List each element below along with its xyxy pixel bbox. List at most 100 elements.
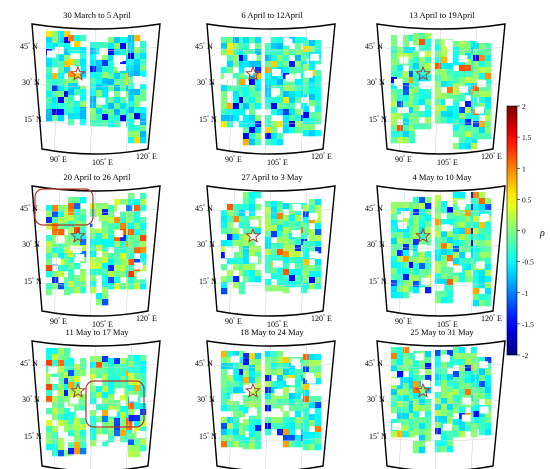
heatmap-cell [52,229,59,236]
heatmap-cell [473,294,480,301]
heatmap-cell [315,46,322,53]
heatmap-cell [425,197,432,204]
heatmap-cell [52,283,59,290]
heatmap-cell [46,354,53,361]
heatmap-cell [243,55,250,62]
heatmap-cell [441,39,448,46]
graticule [377,24,505,154]
heatmap-cell [233,363,240,370]
heatmap-cell [473,67,480,74]
heatmap-cell [239,375,246,382]
heatmap-cell [243,276,250,283]
heatmap-cell [114,241,121,248]
heatmap-cell [303,76,310,83]
heatmap-cell [441,392,448,399]
heatmap-cell [465,264,472,271]
heatmap-cell [419,417,426,424]
heatmap-cell [391,125,398,132]
missing-data [440,354,450,362]
heatmap-cell [391,220,398,227]
heatmap-cell [295,417,302,424]
heatmap-cell [473,405,480,412]
heatmap-cell [243,73,250,80]
heatmap-cell [52,253,59,260]
heatmap-cell [397,113,404,120]
heatmap-cell [465,143,472,150]
heatmap-cell [403,250,410,257]
heatmap-cell [277,243,284,250]
heatmap-cell [409,95,416,102]
y-tick-label: 45° N [20,359,38,368]
missing-data [399,56,409,64]
heatmap-cell [134,415,141,422]
heatmap-cell [425,239,432,246]
missing-data [136,430,146,438]
heatmap-cell [397,226,404,233]
heatmap-cell [96,257,103,264]
heatmap-cell [46,426,53,433]
heatmap-cell [255,246,262,253]
heatmap-cell [435,57,442,64]
heatmap-cell [58,205,65,212]
heatmap-cell [447,410,454,417]
heatmap-cell [249,270,256,277]
heatmap-cell [255,425,262,432]
heatmap-cell [265,261,272,268]
heatmap-cell [453,210,460,217]
heatmap-cell [277,103,284,110]
heatmap-cell [413,405,420,412]
heatmap-cell [283,221,290,228]
heatmap-cell [265,43,272,50]
heatmap-cell [249,359,256,366]
heatmap-cell [102,54,109,61]
heatmap-cell [58,79,65,86]
heatmap-cell [473,127,480,134]
heatmap-cell [435,75,442,82]
heatmap-cell [52,247,59,254]
heatmap-cell [303,217,310,224]
heatmap-cell [243,365,250,372]
heatmap-cell [453,383,460,390]
heatmap-cell [485,97,492,104]
heatmap-cell [80,245,87,252]
heatmap-cell [227,399,234,406]
heatmap-cell [447,285,454,292]
heatmap-cell [128,409,135,416]
heatmap-cell [473,417,480,424]
heatmap-cell [413,197,420,204]
heatmap-cell [485,103,492,110]
missing-data [92,378,102,386]
heatmap-cell [447,69,454,76]
heatmap-cell [441,243,448,250]
heatmap-cell [419,447,426,454]
heatmap-cell [108,382,115,389]
heatmap-cell [309,94,316,101]
heatmap-cell [391,47,398,54]
heatmap-cell [255,115,262,122]
heatmap-cell [289,85,296,92]
heatmap-cell [265,429,272,436]
heatmap-cell [243,139,250,146]
heatmap-cell [221,121,228,128]
heatmap-cell [233,49,240,56]
heatmap-cell [459,222,466,229]
heatmap-cell [403,383,410,390]
heatmap-cell [465,65,472,72]
heatmap-cell [419,441,426,448]
heatmap-cell [473,55,480,62]
heatmap-cell [271,79,278,86]
heatmap-cell [58,73,65,80]
heatmap-cell [277,61,284,68]
heatmap-cell [233,441,240,448]
heatmap-cell [52,73,59,80]
heatmap-cell [479,270,486,277]
heatmap-cell [309,88,316,95]
heatmap-cell [233,417,240,424]
heatmap-cell [453,192,460,199]
heatmap-cell [485,270,492,277]
heatmap-cell [447,362,454,369]
heatmap-cell [425,117,432,124]
heatmap-cell [58,420,65,427]
heatmap-cell [465,246,472,253]
